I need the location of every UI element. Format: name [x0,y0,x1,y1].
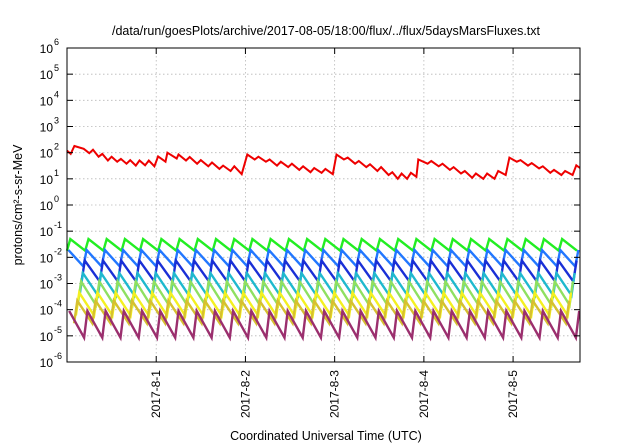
y-tick-label: 10 [40,278,54,292]
y-tick-exponent: 2 [54,142,59,152]
x-tick-labels: 2017-8-1 2017-8-2 2017-8-3 2017-8-4 2017-8-5 [149,370,520,418]
x-tick-label: 2017-8-2 [238,370,252,418]
y-tick-label: 10 [40,199,54,213]
y-tick-label: 10 [40,68,54,82]
x-tick-label: 2017-8-4 [417,370,431,418]
series-line-6 [76,277,575,309]
series-line-4 [80,257,578,285]
y-axis-label: protons/cm²-s-sr-MeV [11,144,25,266]
y-tick-label: 10 [40,147,54,161]
y-tick-label: 10 [40,304,54,318]
y-tick-exponent: -4 [54,299,62,309]
y-tick-label: 10 [40,330,54,344]
series-line-7 [74,289,573,319]
series-line-8 [72,297,571,327]
y-tick-label: 10 [40,225,54,239]
y-tick-exponent: -6 [54,351,62,361]
ticks [67,47,580,363]
y-tick-label: 10 [40,356,54,370]
y-tick-exponent: 3 [54,116,59,126]
x-axis-label: Coordinated Universal Time (UTC) [230,429,422,443]
x-tick-label: 2017-8-5 [506,370,520,418]
y-tick-exponent: -1 [54,220,62,230]
y-tick-exponent: 6 [54,37,59,47]
series-line-1 [66,144,581,181]
series-line-9 [68,307,581,342]
y-tick-exponent: 5 [54,63,59,73]
series-group [65,144,581,342]
y-tick-exponent: 0 [54,194,59,204]
x-tick-label: 2017-8-1 [149,370,163,418]
y-tick-label: 10 [40,121,54,135]
y-tick-label: 10 [40,173,54,187]
y-tick-exponent: -3 [54,273,62,283]
y-tick-label: 10 [40,42,54,56]
y-tick-label: 10 [40,251,54,265]
series-line-2 [65,236,578,253]
x-tick-label: 2017-8-3 [328,370,342,418]
y-tick-labels: 10-610-510-410 -310-210 -110 010 110 210 310 41… [40,37,62,370]
y-tick-exponent: 4 [54,89,59,99]
series-line-5 [78,269,576,299]
y-tick-exponent: -2 [54,246,62,256]
y-tick-exponent: 1 [54,168,59,178]
chart-title: /data/run/goesPlots/archive/2017-08-05/1… [112,24,541,38]
y-tick-label: 10 [40,94,54,108]
y-tick-exponent: -5 [54,325,62,335]
